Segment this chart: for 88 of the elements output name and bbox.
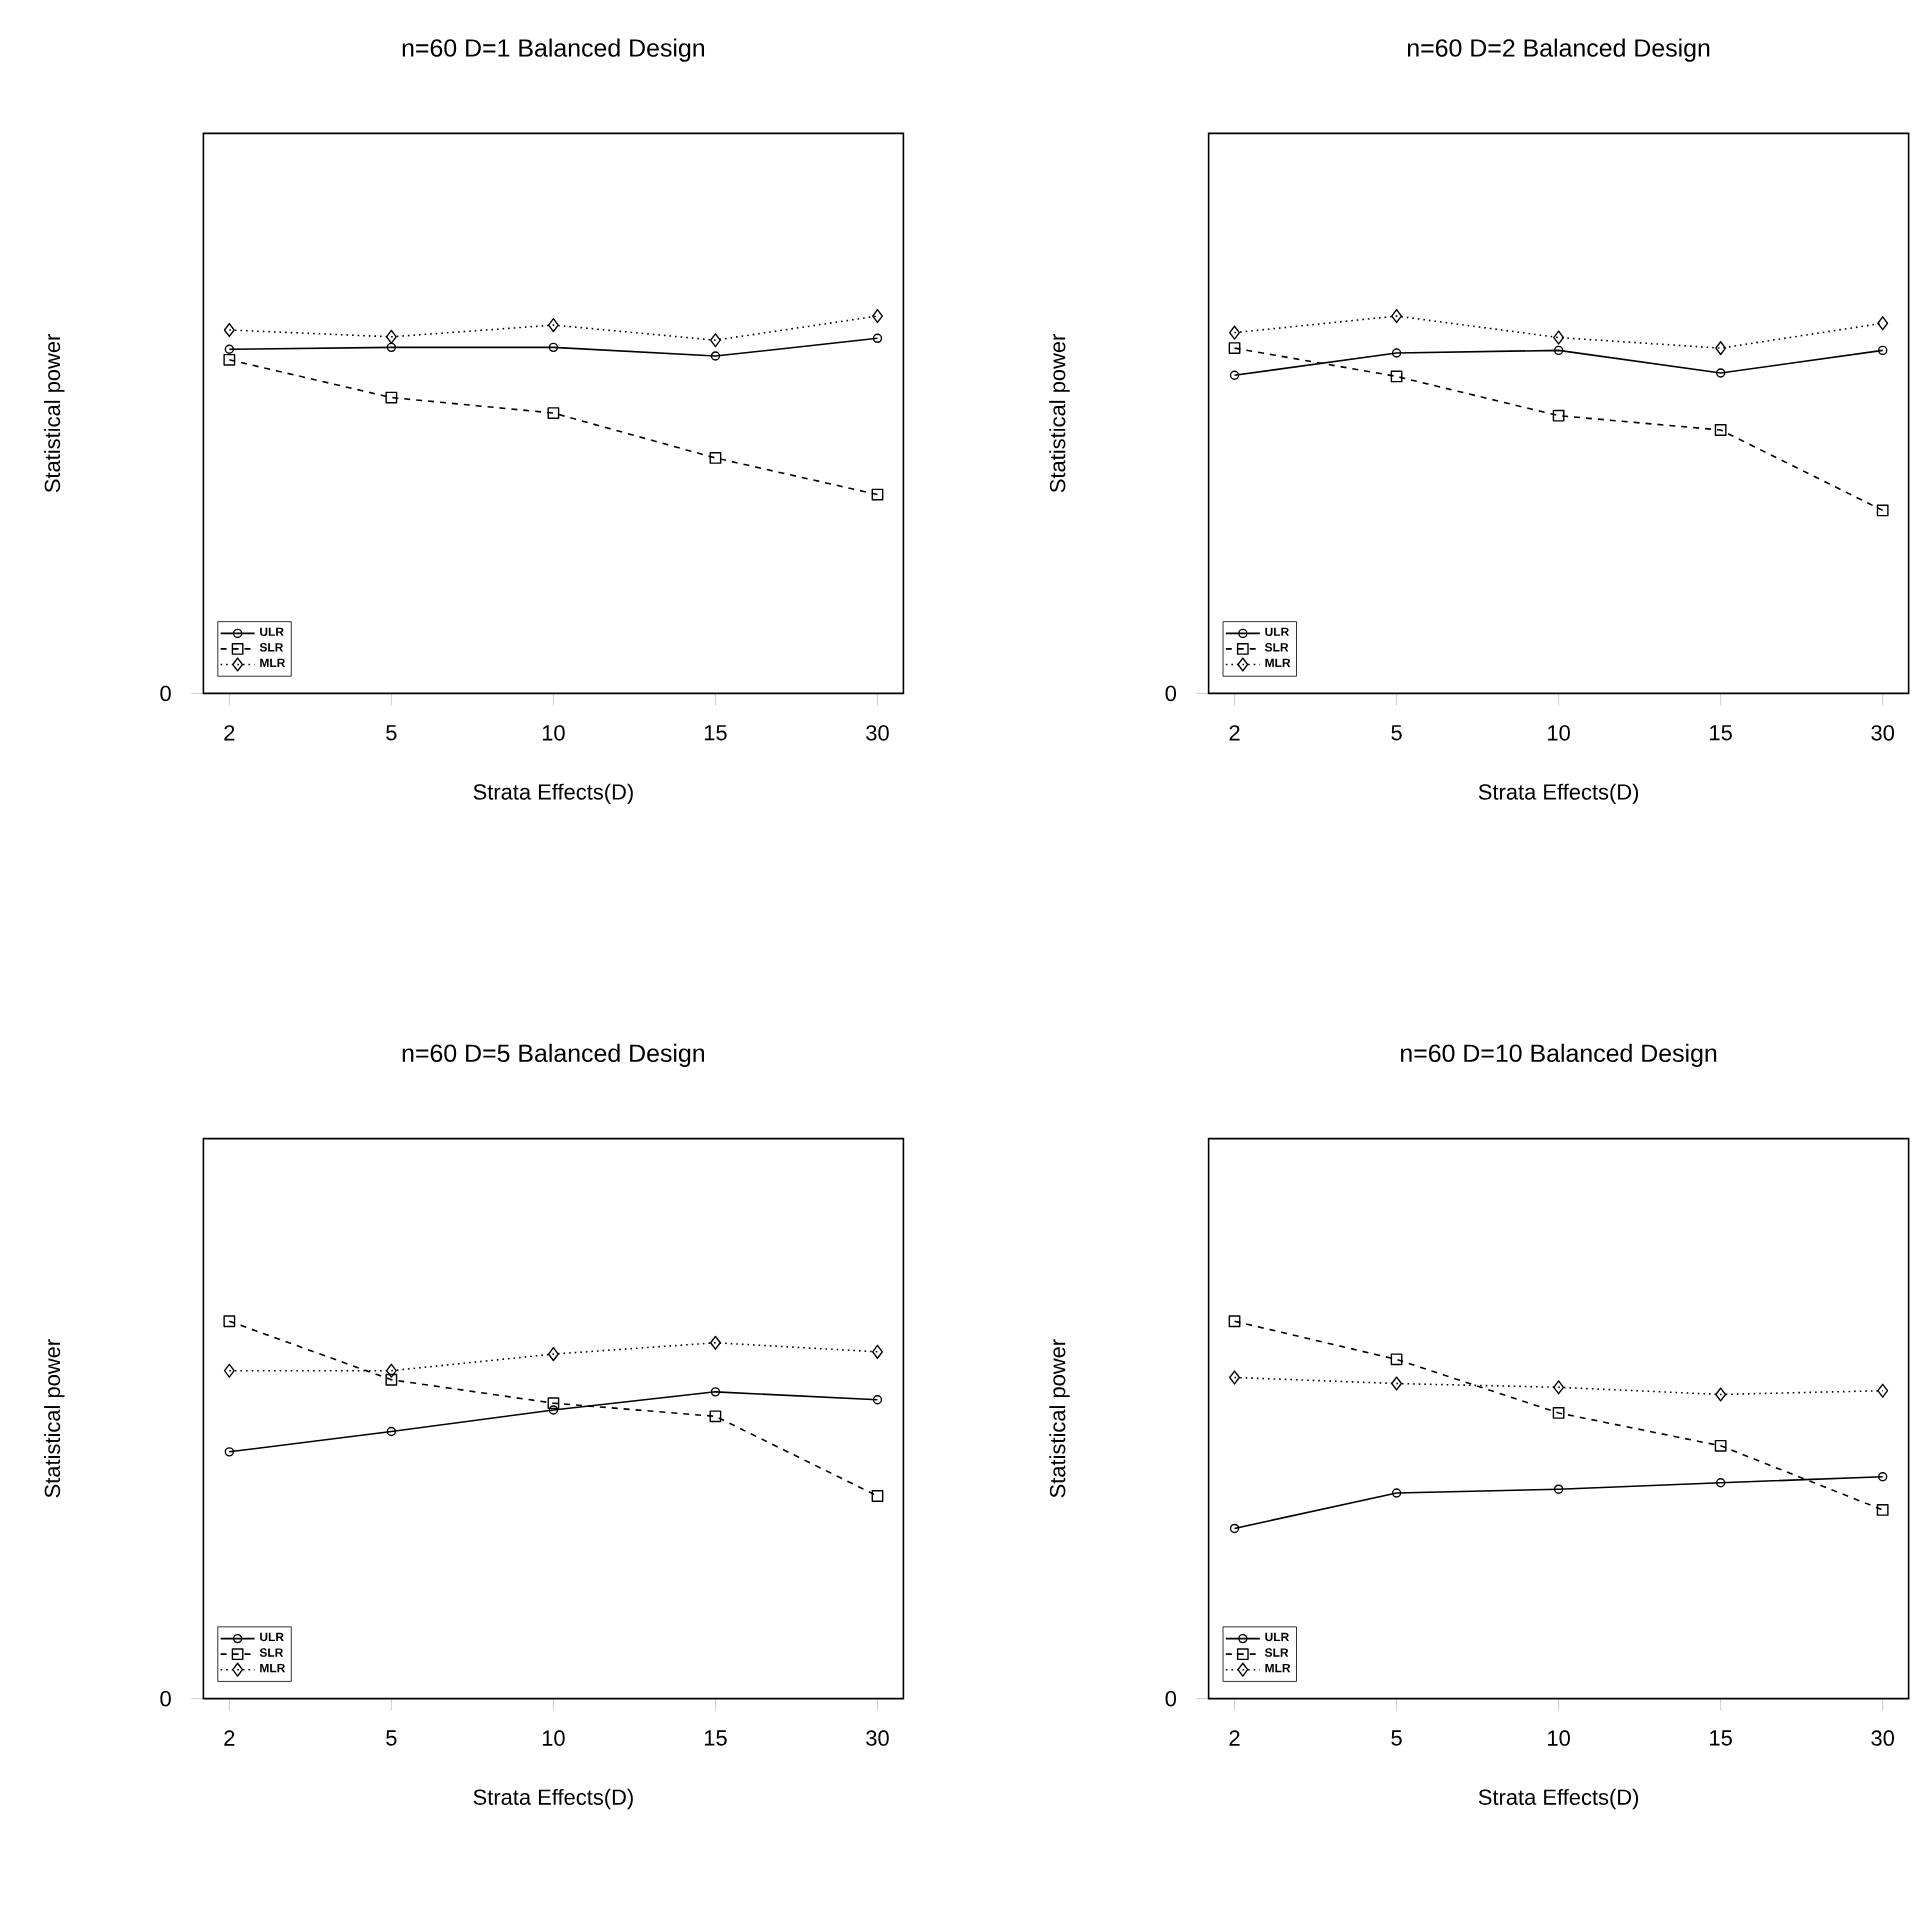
x-tick-label: 10 xyxy=(542,1730,565,1746)
point xyxy=(871,308,883,324)
point xyxy=(709,1335,721,1350)
point xyxy=(871,488,884,501)
x-axis-title: Strata Effects(D) xyxy=(1478,783,1639,805)
point xyxy=(709,452,722,464)
x-tick-label: 10 xyxy=(1548,1730,1570,1746)
chart-title: n=60 D=2 Balanced Design xyxy=(1407,38,1710,62)
x-tick-label: 5 xyxy=(386,1730,397,1746)
point xyxy=(1877,316,1889,331)
point xyxy=(1229,1370,1241,1385)
point xyxy=(223,322,235,338)
x-tick-label: 30 xyxy=(866,725,889,741)
point xyxy=(548,1405,559,1415)
text: 0 xyxy=(1165,1690,1177,1707)
text: 0 xyxy=(1165,685,1177,702)
point xyxy=(547,1397,560,1410)
x-tick-label: 2 xyxy=(224,1730,235,1746)
point xyxy=(1228,342,1241,355)
chart-title: n=60 D=5 Balanced Design xyxy=(402,1043,705,1067)
point xyxy=(1715,1478,1726,1488)
point xyxy=(1715,341,1727,356)
x-tick-label: 30 xyxy=(866,1730,889,1746)
point xyxy=(223,353,236,366)
x-axis-title: Strata Effects(D) xyxy=(1478,1788,1639,1810)
point xyxy=(223,1363,235,1378)
point xyxy=(547,1346,559,1362)
point xyxy=(1877,1383,1889,1398)
x-tick-label: 15 xyxy=(704,725,727,741)
point xyxy=(1714,1439,1727,1452)
point xyxy=(1552,1407,1565,1419)
point xyxy=(1553,330,1565,345)
point xyxy=(1715,368,1726,378)
y-axis-title: Statistical power xyxy=(44,1339,65,1498)
y-axis-title: Statistical power xyxy=(44,334,65,493)
point xyxy=(547,407,560,419)
point xyxy=(709,333,721,348)
chart-title: n=60 D=10 Balanced Design xyxy=(1401,1043,1717,1067)
point xyxy=(1552,409,1565,422)
y-axis-title: Statistical power xyxy=(1049,1339,1070,1498)
point xyxy=(223,1315,236,1328)
point xyxy=(709,1410,722,1423)
x-tick-label: 15 xyxy=(704,1730,727,1746)
point xyxy=(1553,1380,1565,1395)
text: 0 xyxy=(160,1690,171,1707)
x-tick-label: 10 xyxy=(1548,725,1570,741)
point xyxy=(1229,325,1241,340)
point xyxy=(1876,504,1889,517)
text: 0 xyxy=(160,685,171,702)
x-tick-label: 30 xyxy=(1871,725,1894,741)
point xyxy=(1553,1484,1564,1494)
point xyxy=(1715,1387,1727,1402)
x-tick-label: 2 xyxy=(224,725,235,741)
x-tick-label: 2 xyxy=(1229,1730,1240,1746)
point xyxy=(871,1344,883,1359)
x-tick-label: 5 xyxy=(1391,725,1402,741)
point xyxy=(1391,348,1402,358)
x-tick-label: 10 xyxy=(542,725,565,741)
x-tick-label: 15 xyxy=(1710,725,1732,741)
point xyxy=(1391,308,1403,324)
point xyxy=(386,1426,397,1437)
point xyxy=(1390,370,1403,383)
point xyxy=(547,318,559,333)
point xyxy=(548,342,559,353)
x-axis-title: Strata Effects(D) xyxy=(473,783,633,805)
point xyxy=(1228,1315,1241,1328)
point xyxy=(385,391,398,404)
y-axis-title: Statistical power xyxy=(1049,334,1070,493)
point xyxy=(385,1363,397,1378)
point xyxy=(710,1387,721,1397)
point xyxy=(385,1373,398,1386)
x-tick-label: 5 xyxy=(386,725,397,741)
point xyxy=(386,342,397,353)
point xyxy=(710,351,721,361)
x-tick-label: 5 xyxy=(1391,1730,1402,1746)
point xyxy=(1876,1504,1889,1516)
x-tick-label: 30 xyxy=(1871,1730,1894,1746)
point xyxy=(1714,424,1727,436)
point xyxy=(1390,1353,1403,1366)
point xyxy=(1553,345,1564,356)
chart-title: n=60 D=1 Balanced Design xyxy=(402,38,705,62)
x-tick-label: 2 xyxy=(1229,725,1240,741)
x-tick-label: 15 xyxy=(1710,1730,1732,1746)
point xyxy=(1391,1376,1403,1391)
point xyxy=(871,1490,884,1502)
x-axis-title: Strata Effects(D) xyxy=(473,1788,633,1810)
point xyxy=(385,329,397,344)
point xyxy=(1391,1488,1402,1498)
